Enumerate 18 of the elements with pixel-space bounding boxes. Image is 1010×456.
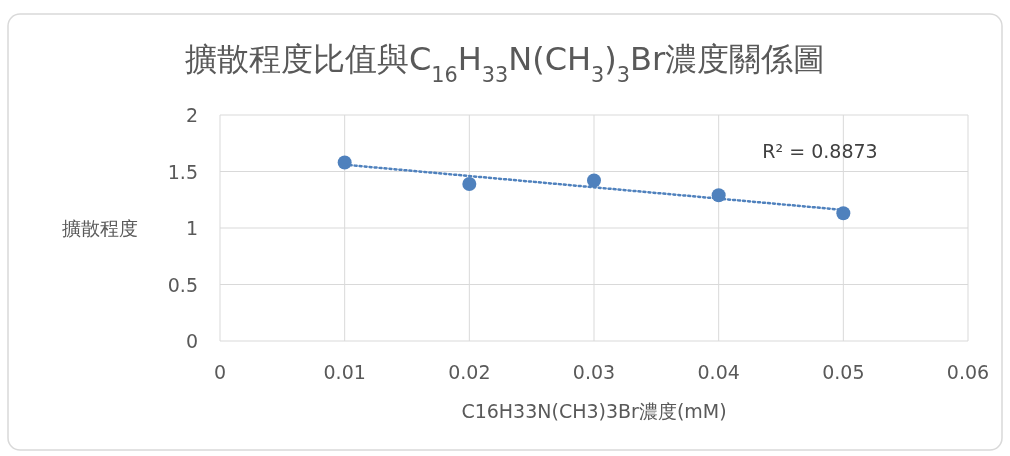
chart-title: 擴散程度比值與C$_{16}$H$_{33}$N(CH$_{3}$)$_{3}$Br濃度關係圖 (184, 40, 826, 87)
annotation: R² = 0.8873 (762, 140, 878, 162)
x-tick-label: 0.02 (448, 361, 491, 383)
y-tick-label: 1 (185, 217, 198, 239)
x-tick-label: 0.06 (946, 361, 990, 383)
y-tick-label: 2 (185, 104, 198, 126)
x-tick-label: 0.05 (822, 361, 865, 383)
point (587, 173, 601, 188)
y-tick-label: 0 (185, 330, 198, 352)
point (462, 176, 477, 191)
x-tick-label: 0.04 (697, 361, 740, 383)
y-axis-title: 擴散程度 (62, 217, 138, 239)
y-tick-label: 0.5 (167, 273, 198, 296)
x-tick-label: 0 (213, 361, 227, 383)
x-axis-title: C16H33N(CH3)3Br濃度(mM) (461, 400, 727, 422)
x-tick-label: 0.01 (323, 361, 366, 383)
y-tick-label: 1.5 (167, 160, 198, 183)
x-tick-label: 0.03 (572, 361, 616, 383)
